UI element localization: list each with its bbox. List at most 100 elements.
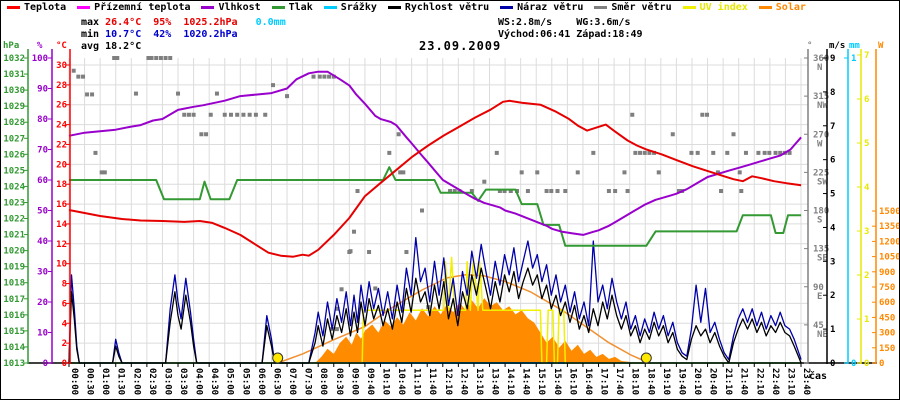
wind-direction-dot (327, 74, 332, 79)
wind-direction-dot (715, 170, 720, 175)
legend-item-5: Srážky (323, 2, 377, 13)
x-tick-label: 23:40 (801, 368, 811, 395)
legend-swatch (323, 6, 337, 9)
deg-tick-label: 270 (813, 130, 829, 140)
wind-direction-dot (737, 170, 742, 175)
wind-direction-dot (133, 91, 138, 96)
hpa-tick-label: 1016 (3, 311, 25, 321)
axes: 00:00 00:30 01:00 01:30 02:00 02:30 03:00 03:30… (3, 41, 900, 395)
x-tick-label: 18:10 (630, 368, 640, 395)
ms-tick-label: 7 (830, 122, 835, 132)
wind-direction-dot (535, 170, 540, 175)
wind-direction-dot (705, 112, 710, 117)
wind-direction-dot (739, 189, 744, 194)
uv-tick-label: 7 (864, 51, 869, 61)
w-tick-label: 1350 (879, 222, 900, 232)
legend-swatch (271, 6, 285, 9)
max-label: max (81, 17, 100, 28)
degC-tick-label: 24 (56, 121, 67, 131)
w-tick-label: 450 (879, 313, 895, 323)
wind-direction-dot (334, 327, 339, 332)
x-tick-label: 07:30 (303, 368, 313, 395)
x-tick-label: 21:10 (723, 368, 733, 395)
legend-item-2: Přízemní teplota (77, 2, 190, 13)
degC-tick-label: 26 (56, 101, 67, 111)
ms-tick-label: 1 (830, 325, 835, 335)
w-axis-unit: W (878, 41, 884, 51)
mm-tick-label: 1 (851, 54, 856, 64)
degC-tick-label: 0 (62, 359, 67, 369)
wind-direction-dot (186, 112, 191, 117)
uv-tick-label: 6 (864, 95, 869, 105)
wind-direction-dots (71, 56, 792, 332)
min-humidity: 42% (153, 29, 172, 40)
legend-item-6: Rychlost větru (387, 2, 490, 13)
pct-tick-label: 20 (37, 298, 48, 308)
x-tick-label: 19:40 (676, 368, 686, 395)
x-tick-label: 17:10 (599, 368, 609, 395)
wind-direction-dot (767, 150, 772, 155)
wind-direction-dot (247, 112, 252, 117)
wind-direction-dot (401, 170, 406, 175)
hpa-axis-unit: hPa (3, 41, 19, 51)
series (68, 70, 802, 364)
wind-direction-dot (638, 150, 643, 155)
degC-tick-label: 14 (56, 220, 67, 230)
legend: Teplota Přízemní teplota Vlhkost Tlak Srážky… (7, 2, 806, 13)
wind-direction-dot (519, 170, 524, 175)
x-tick-label: 00:30 (85, 368, 95, 395)
solar-measured-area (315, 298, 641, 363)
legend-label: UV index (699, 2, 748, 13)
deg-axis-unit: ° (807, 41, 812, 51)
x-tick-label: 21:40 (739, 368, 749, 395)
w-tick-label: 600 (879, 298, 895, 308)
wind-direction-dot (625, 189, 630, 194)
deg-tick-label: 225 (813, 168, 829, 178)
x-tick-label: 09:00 (349, 368, 359, 395)
wind-direction-dot (575, 170, 580, 175)
pct-tick-label: 70 (37, 146, 48, 156)
wind-direction-dot (76, 74, 81, 79)
x-tick-label: 11:10 (412, 368, 422, 395)
w-tick-label: 150 (879, 344, 895, 354)
wind-direction-dot (149, 56, 154, 60)
deg-tick-label: 45 (813, 321, 824, 331)
x-tick-label: 17:40 (614, 368, 624, 395)
pct-tick-label: 0 (43, 359, 48, 369)
wind-direction-dot (469, 189, 474, 194)
sunset-stat: Západ:18:49 (576, 29, 643, 40)
wind-direction-dot (555, 189, 560, 194)
wind-direction-dot (163, 56, 168, 60)
page-title: 23.09.2009 (419, 39, 502, 53)
hpa-tick-label: 1020 (3, 247, 25, 257)
x-tick-label: 22:10 (754, 368, 764, 395)
hpa-tick-label: 1014 (3, 343, 25, 353)
wind-direction-dot (497, 189, 502, 194)
wind-direction-dot (676, 189, 681, 194)
x-tick-label: 13:40 (490, 368, 500, 395)
legend-label: Srážky (340, 2, 377, 13)
wind-direction-dot (352, 229, 357, 234)
w-tick-label: 900 (879, 268, 895, 278)
wind-sun-block: WS:2.8m/s WG:3.6m/s Východ:06:41 Západ:1… (498, 17, 643, 41)
wind-direction-dot (613, 189, 618, 194)
wind-direction-dot (544, 189, 549, 194)
x-tick-label: 16:10 (567, 368, 577, 395)
min-temperature: 10.7°C (105, 29, 142, 40)
legend-label: Náraz větru (517, 2, 584, 13)
legend-label: Vlhkost (218, 2, 261, 13)
x-tick-label: 20:10 (692, 368, 702, 395)
wind-direction-dot (420, 208, 425, 213)
x-tick-label: 12:10 (443, 368, 453, 395)
wind-direction-dot (502, 189, 507, 194)
legend-label: Rychlost větru (404, 2, 490, 13)
x-tick-label: 22:40 (770, 368, 780, 395)
deg-tick-label: 135 (813, 245, 829, 255)
wind-direction-dot (90, 92, 95, 97)
x-tick-label: 19:10 (661, 368, 671, 395)
wind-direction-dot (549, 189, 554, 194)
wind-direction-dot (482, 179, 487, 184)
compass-label: W (817, 139, 823, 149)
wind-direction-dot (404, 250, 409, 255)
